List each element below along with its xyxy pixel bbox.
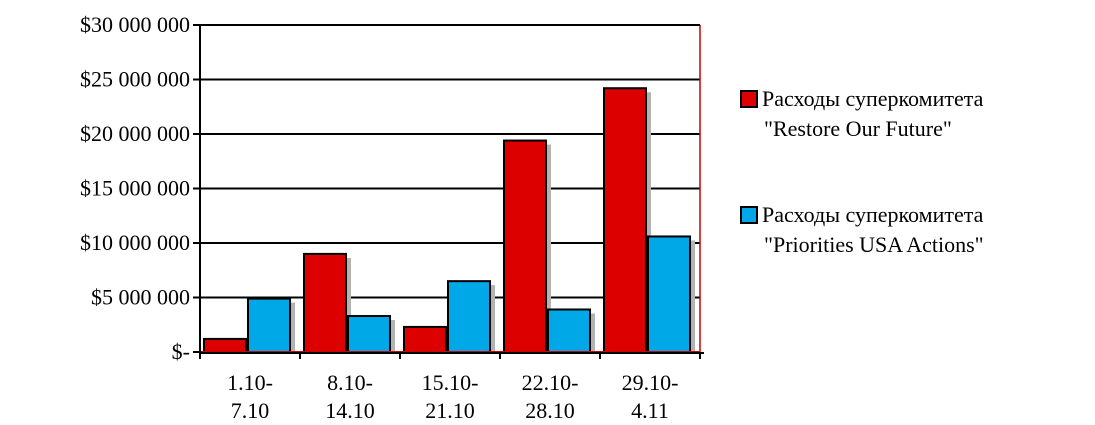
x-tick-label-line: 4.11 [631, 398, 669, 423]
legend-label: Расходы суперкомитета "Restore Our Future… [762, 86, 984, 141]
x-tick-label: 29.10- 4.11 [622, 370, 679, 423]
legend-label-line: "Restore Our Future" [764, 116, 952, 141]
x-tick-label-line: 7.10 [231, 398, 270, 423]
x-tick-label: 1.10- 7.10 [227, 370, 273, 423]
bar [447, 280, 491, 353]
bar [403, 325, 447, 353]
y-tick-label: $10 000 000 [80, 230, 190, 255]
y-tick-label: $5 000 000 [91, 285, 190, 310]
bar [303, 252, 347, 353]
x-tick-label-line: 15.10- [422, 370, 479, 395]
x-tick-label-line: 22.10- [522, 370, 579, 395]
x-tick-label-line: 21.10 [425, 398, 475, 423]
bar [647, 235, 691, 354]
x-tick-label-line: 8.10- [327, 370, 373, 395]
legend-label-line: "Priorities USA Actions" [764, 232, 984, 257]
bar [603, 87, 647, 353]
bar [203, 337, 247, 354]
legend-label-line: Расходы суперкомитета [762, 202, 984, 227]
x-tick-label-line: 28.10 [525, 398, 575, 423]
x-tick-label: 15.10- 21.10 [422, 370, 479, 423]
bar [247, 297, 291, 353]
x-tick-label-line: 1.10- [227, 370, 273, 395]
y-tick-label: $30 000 000 [80, 12, 190, 37]
x-tick-label-line: 14.10 [325, 398, 375, 423]
x-tick-label: 22.10- 28.10 [522, 370, 579, 423]
bar [347, 315, 391, 353]
legend-label: Расходы суперкомитета "Priorities USA Act… [762, 202, 984, 257]
bar [547, 308, 591, 353]
legend-label-line: Расходы суперкомитета [762, 86, 984, 111]
y-tick-label: $25 000 000 [80, 67, 190, 92]
bar [503, 139, 547, 353]
legend-swatch [740, 206, 758, 224]
legend-swatch [740, 90, 758, 108]
legend: Расходы суперкомитета "Restore Our Future… [740, 86, 984, 257]
y-tick-label: $15 000 000 [80, 176, 190, 201]
x-tick-label: 8.10- 14.10 [325, 370, 375, 423]
x-tick-label-line: 29.10- [622, 370, 679, 395]
plot-area: $- $5 000 000 $10 000 000 $15 000 000 $20 00… [80, 12, 704, 423]
y-tick-label: $20 000 000 [80, 121, 190, 146]
y-tick-label: $- [172, 339, 190, 364]
